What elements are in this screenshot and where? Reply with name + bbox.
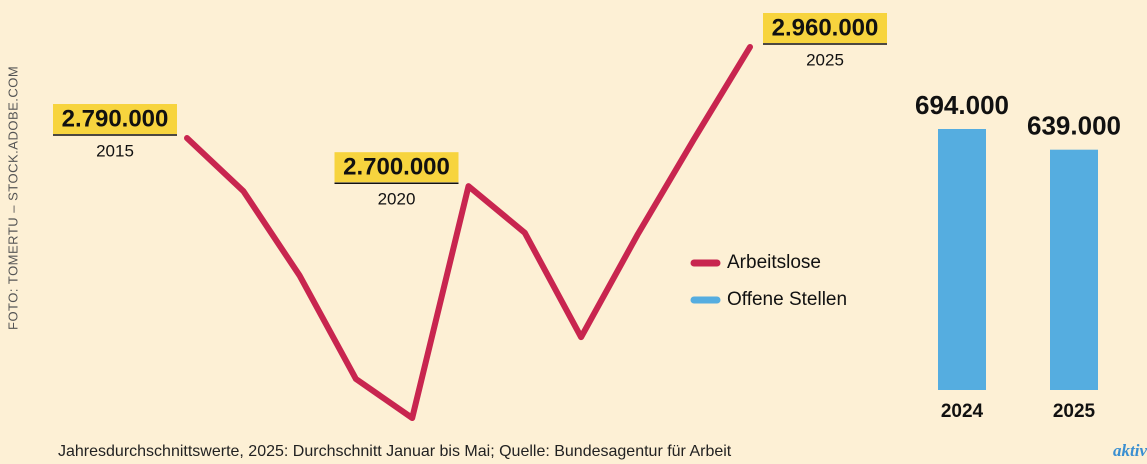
data-label: 694.000 — [915, 90, 1009, 120]
data-label: 2.700.000 — [343, 154, 450, 181]
data-label: 2.960.000 — [772, 14, 879, 41]
photo-credit: FOTO: TOMERTU – STOCK.ADOBE.COM — [5, 66, 20, 330]
category-label: 2024 — [941, 401, 984, 422]
category-label: 2025 — [1053, 401, 1096, 422]
x-label: 2015 — [96, 141, 134, 160]
legend-label: Arbeitslose — [727, 252, 821, 273]
label-highlight — [334, 152, 459, 183]
label-highlight — [53, 104, 177, 135]
logo: aktiv — [1113, 441, 1147, 460]
data-label: 2.790.000 — [62, 105, 169, 132]
data-label: 639.000 — [1027, 111, 1121, 141]
bar — [938, 129, 986, 390]
legend-label: Offene Stellen — [727, 289, 847, 310]
line — [184, 44, 753, 421]
x-label: 2020 — [378, 190, 416, 209]
bar — [1050, 149, 1098, 390]
x-label: 2025 — [806, 50, 844, 69]
footnote: Jahresdurchschnittswerte, 2025: Durchsch… — [58, 443, 732, 460]
label-highlight — [763, 13, 887, 43]
